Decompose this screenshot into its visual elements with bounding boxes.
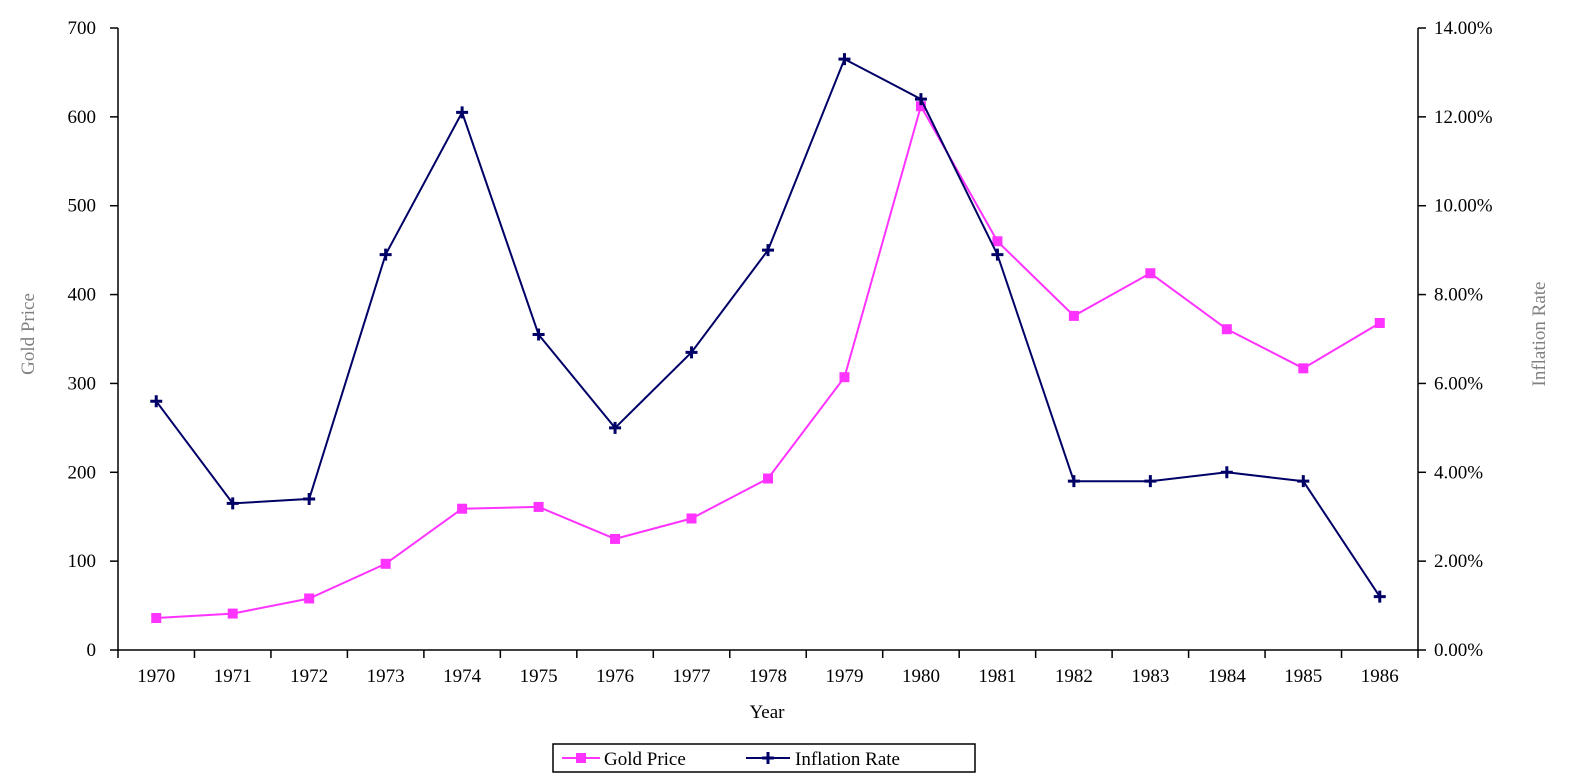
x-tick-label: 1972 (290, 666, 328, 687)
data-point-gold-price (457, 503, 468, 514)
data-point-inflation-rate (762, 244, 774, 257)
x-tick-label: 1982 (1055, 666, 1093, 687)
legend-gold-marker (576, 753, 586, 763)
x-tick-label: 1986 (1361, 666, 1399, 687)
y-right-tick-label: 0.00% (1434, 640, 1483, 661)
x-tick-label: 1978 (749, 666, 787, 687)
legend: Gold Price Inflation Rate (552, 743, 976, 773)
y-right-tick-label: 14.00% (1434, 18, 1493, 39)
x-tick-label: 1976 (596, 666, 634, 687)
x-tick-label: 1981 (978, 666, 1016, 687)
y-left-tick-label: 100 (68, 551, 97, 572)
data-point-gold-price (1221, 324, 1232, 335)
y-left-tick-label: 0 (87, 640, 97, 661)
legend-inflation-marker (762, 752, 774, 764)
y-axis-right-title: Inflation Rate (1529, 282, 1550, 387)
series-line-gold-price (156, 103, 1381, 619)
data-point-inflation-rate (991, 248, 1004, 261)
y-left-tick-label: 400 (68, 285, 97, 306)
data-point-gold-price (380, 558, 391, 569)
data-point-inflation-rate (838, 53, 851, 66)
data-point-gold-price (839, 372, 850, 383)
data-point-inflation-rate (1297, 475, 1310, 488)
x-axis-title: Year (749, 702, 785, 723)
data-point-inflation-rate (914, 93, 927, 106)
y-right-tick-label: 6.00% (1434, 373, 1483, 394)
series-inflation-rate (150, 53, 1386, 603)
left-axis-ticks: 0 100 200 300 400 500 600 700 (68, 18, 118, 661)
axes (117, 28, 1419, 651)
data-point-inflation-rate (150, 395, 163, 408)
right-axis-ticks: 0.00% 2.00% 4.00% 6.00% 8.00% 10.00% 12.00% 14.… (1418, 18, 1493, 661)
y-left-tick-label: 600 (68, 107, 97, 128)
data-point-inflation-rate (1144, 475, 1157, 488)
data-point-inflation-rate (456, 106, 469, 119)
legend-gold-label: Gold Price (604, 749, 686, 770)
data-point-gold-price (304, 593, 315, 604)
y-right-tick-label: 4.00% (1434, 462, 1483, 483)
data-point-inflation-rate (609, 421, 622, 434)
data-point-inflation-rate (379, 248, 392, 261)
data-point-inflation-rate (1220, 466, 1233, 479)
x-tick-label: 1970 (137, 666, 175, 687)
data-point-gold-price (227, 608, 238, 619)
data-point-inflation-rate (1373, 590, 1386, 603)
x-tick-label: 1973 (367, 666, 405, 687)
data-point-inflation-rate (532, 328, 545, 341)
y-left-tick-label: 300 (68, 373, 97, 394)
data-point-gold-price (610, 533, 621, 544)
data-point-gold-price (763, 473, 773, 484)
data-point-gold-price (151, 613, 162, 624)
x-tick-label: 1983 (1131, 666, 1169, 687)
x-tick-label: 1985 (1284, 666, 1322, 687)
data-point-gold-price (915, 101, 926, 112)
y-right-tick-label: 2.00% (1434, 551, 1483, 572)
y-right-tick-label: 8.00% (1434, 285, 1483, 306)
legend-inflation-label: Inflation Rate (795, 749, 900, 770)
y-left-tick-label: 700 (68, 18, 97, 39)
data-point-gold-price (1145, 268, 1156, 279)
data-point-gold-price (992, 236, 1003, 247)
data-point-inflation-rate (1067, 475, 1080, 488)
data-point-gold-price (686, 513, 697, 524)
x-axis-ticks: 1970 1971 1972 1973 1974 1975 1976 1977 1978 1979… (117, 650, 1419, 687)
y-axis-left-title: Gold Price (18, 293, 39, 375)
x-tick-label: 1977 (673, 666, 711, 687)
series-line-inflation-rate (155, 57, 1381, 598)
y-left-tick-label: 200 (68, 462, 97, 483)
series-gold-price (151, 101, 1385, 624)
x-tick-label: 1971 (214, 666, 252, 687)
series-layer (150, 53, 1386, 624)
x-tick-label: 1984 (1208, 666, 1247, 687)
x-tick-label: 1975 (520, 666, 558, 687)
data-point-gold-price (1374, 318, 1385, 329)
data-point-gold-price (1298, 363, 1309, 374)
x-tick-label: 1979 (825, 666, 863, 687)
x-tick-label: 1974 (443, 666, 482, 687)
data-point-inflation-rate (303, 492, 316, 505)
data-point-gold-price (1068, 310, 1079, 321)
x-tick-label: 1980 (902, 666, 940, 687)
y-right-tick-label: 12.00% (1434, 107, 1493, 128)
data-point-inflation-rate (685, 346, 698, 359)
data-point-inflation-rate (226, 497, 239, 510)
data-point-gold-price (533, 501, 544, 512)
y-right-tick-label: 10.00% (1434, 196, 1493, 217)
y-left-tick-label: 500 (68, 196, 97, 217)
